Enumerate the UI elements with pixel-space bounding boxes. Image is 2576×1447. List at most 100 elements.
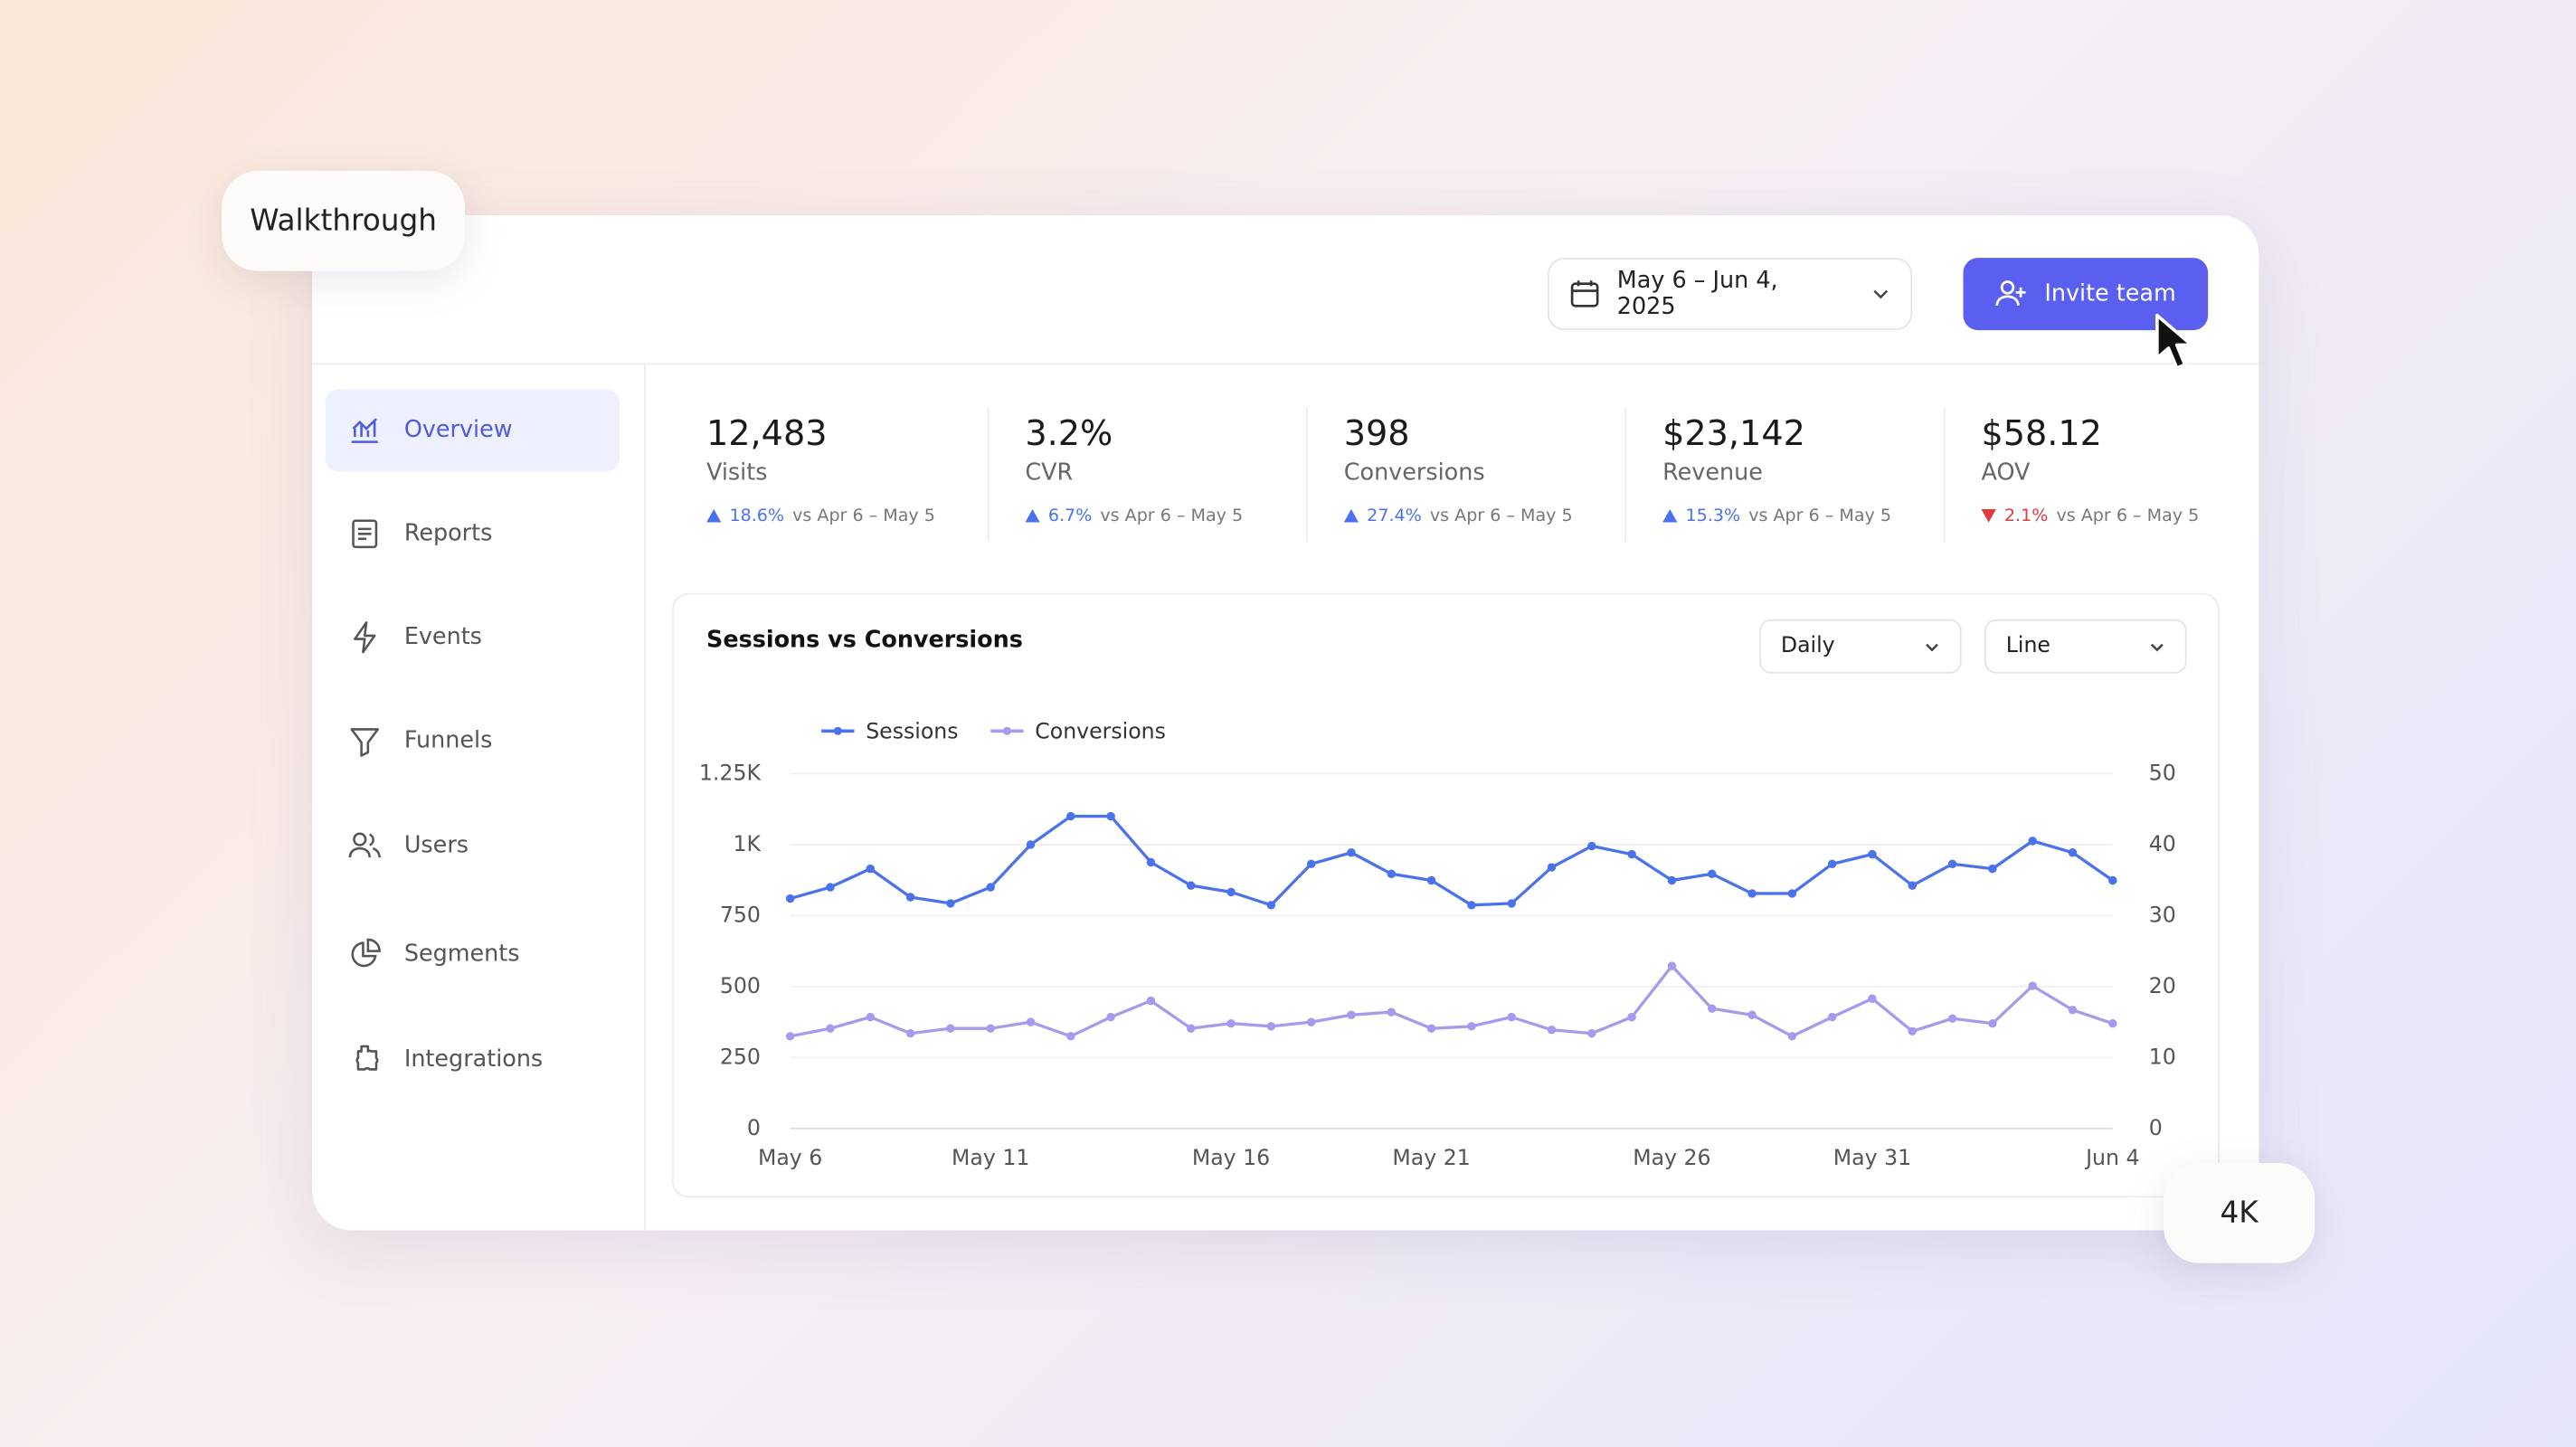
data-point [2068,848,2078,857]
data-point [1347,1010,1356,1019]
data-point [1066,811,1075,821]
kpi-delta-row: 27.4% vs Apr 6 – May 5 [1343,506,1624,526]
trend-shape [706,509,722,523]
invite-button[interactable]: Invite team [1963,258,2209,331]
trend-arrow [1662,509,1678,523]
dashboard-card: May 6 – Jun 4, 2025 Invite team Overview… [312,214,2259,1231]
data-point [2028,837,2037,846]
x-tick-label: May 21 [1392,1145,1470,1170]
data-point [1708,1004,1717,1013]
kpi-divider [987,407,990,543]
trend-shape [1343,509,1359,523]
y-tick-label: 250 [720,1045,761,1070]
kpi-delta: 27.4% [1367,506,1422,526]
x-tick-label: May 11 [952,1145,1029,1170]
data-point [1908,881,1917,890]
interval: Daily [1780,634,1835,659]
series-line [790,814,2114,907]
data-point [1507,1012,1516,1022]
data-point [2028,981,2037,990]
data-point [1426,1024,1436,1033]
chart-title: Sessions vs Conversions [706,627,1023,654]
nav-item[interactable]: Users [326,805,620,887]
kpi-value: $23,142 [1662,413,1805,454]
data-point [1868,994,1877,1003]
nav-item[interactable]: Funnels [326,700,620,782]
trend-shape [1662,509,1678,523]
kpi-delta-row: 2.1% vs Apr 6 – May 5 [1981,506,2259,525]
data-point [905,893,915,902]
nav-item[interactable]: Events [326,596,620,678]
data-point [1947,1014,1957,1023]
data-point [826,883,835,892]
data-point [1627,849,1636,859]
trend-arrow [1025,509,1040,523]
nav-item[interactable]: Overview [325,389,620,472]
data-point [1187,1024,1196,1033]
data-point [2068,1006,2078,1015]
resolution-badge: 4K [2164,1162,2316,1263]
data-point [1587,1028,1596,1038]
kpi-row: 12,483 Visits 18.6% vs Apr 6 – May 5 3.2% CVR… [646,364,2259,562]
kpi-delta: 15.3% [1685,506,1741,526]
data-point [1387,869,1396,879]
kpi: 3.2% CVR 6.7% vs Apr 6 – May 5 [1025,413,1304,525]
data-point [986,1024,995,1033]
data-point [1947,859,1957,869]
kpi-compare: vs Apr 6 – May 5 [1748,506,1891,526]
nav-icon [350,728,380,757]
data-point [1667,875,1677,885]
x-tick-label: May 16 [1192,1145,1270,1170]
user-plus-icon [1996,280,2027,306]
data-point [2108,875,2117,885]
data-point [1547,1026,1557,1035]
kpi: $58.12 AOV 2.1% vs Apr 6 – May 5 [1981,414,2259,525]
kpi: $23,142 Revenue 15.3% vs Apr 6 – May 5 [1662,413,1942,526]
data-point [1467,901,1476,910]
data-point [1908,1026,1917,1036]
data-point [1106,811,1115,821]
data-point [1587,841,1596,851]
data-point [946,1024,955,1033]
data-point [2108,1018,2117,1028]
date-range: May 6 – Jun 4, 2025 [1616,268,1778,321]
kpi-delta-row: 6.7% vs Apr 6 – May 5 [1025,506,1304,525]
interval-dropdown[interactable]: Daily [1759,619,1962,674]
kpi-compare: vs Apr 6 – May 5 [792,506,935,526]
kpi-compare: vs Apr 6 – May 5 [2056,506,2200,526]
data-point [1266,1022,1276,1031]
data-point [1026,840,1036,849]
data-point [1426,875,1436,885]
data-point [866,864,875,874]
x-tick-label: May 6 [758,1145,822,1170]
nav-icon [352,519,378,549]
data-point [1187,881,1196,890]
date-picker[interactable]: May 6 – Jun 4, 2025 [1547,258,1913,331]
legend-label: Sessions [866,718,958,743]
nav-label: Overview [403,417,513,444]
nav-item[interactable]: Integrations [326,1018,620,1101]
data-point [1627,1012,1636,1022]
x-tick-label: May 26 [1633,1145,1710,1170]
kpi-value: 3.2% [1025,413,1113,454]
data-point [905,1028,915,1038]
data-point [1026,1017,1036,1026]
chart-style: Line [2005,634,2050,659]
data-point [1547,863,1557,872]
nav-item[interactable]: Reports [326,493,620,575]
chevron [1926,642,1938,651]
style-dropdown[interactable]: Line [1984,619,2187,674]
data-point [946,899,955,908]
data-point [1988,864,1997,874]
trend-shape [1025,509,1040,523]
data-point [1226,1018,1236,1028]
chevron [2150,642,2164,651]
legend-label: Conversions [1035,718,1166,743]
kpi-label: AOV [1981,459,2031,487]
data-point [1226,887,1236,897]
walkthrough-badge: Walkthrough [222,170,466,271]
nav-item[interactable]: Segments [326,913,620,996]
kpi: 12,483 Visits 18.6% vs Apr 6 – May 5 [706,414,986,526]
chart-card: Sessions vs Conversions Daily Line 0 250 5… [671,592,2220,1198]
